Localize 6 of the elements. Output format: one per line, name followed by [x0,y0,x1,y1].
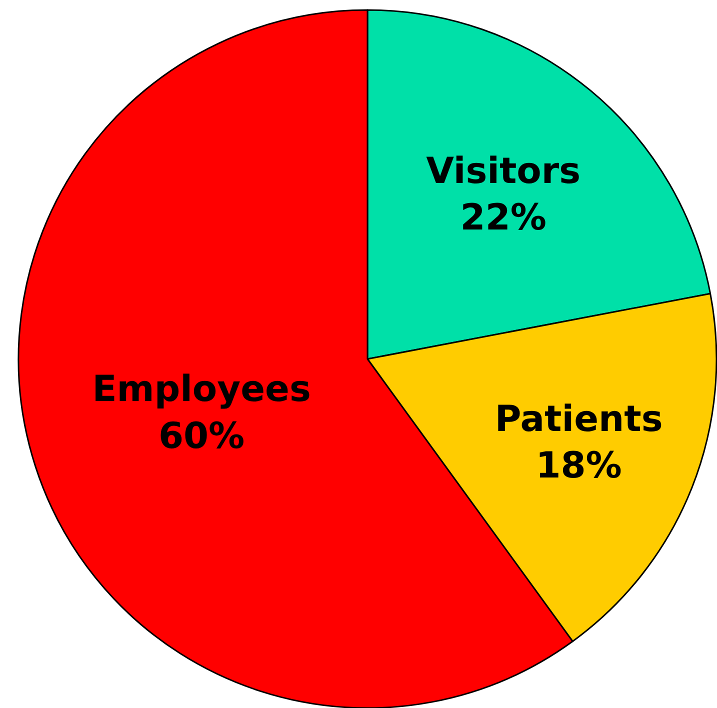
slice-label: Employees [92,369,311,410]
data-label: 18% [536,446,622,487]
slice-label: Patients [494,398,663,440]
slice-label: Visitors [426,150,581,192]
data-label: 60% [158,416,245,457]
data-label: 22% [460,198,546,239]
